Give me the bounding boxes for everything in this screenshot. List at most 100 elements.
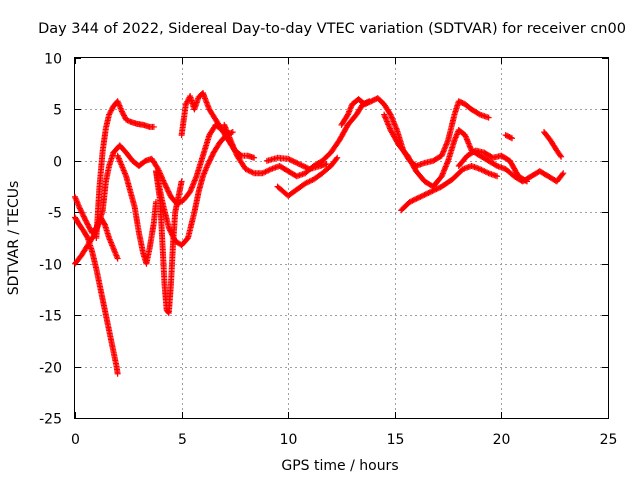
data-point	[101, 220, 108, 227]
x-tick-label: 5	[178, 432, 187, 448]
data-point	[494, 173, 501, 180]
data-point	[295, 160, 302, 167]
data-point	[286, 156, 293, 163]
data-point	[425, 190, 432, 196]
data-point	[560, 170, 567, 177]
data-point	[167, 228, 174, 235]
data-point	[77, 206, 84, 213]
data-point	[436, 184, 443, 191]
data-point	[170, 234, 177, 241]
x-tick-label: 20	[493, 432, 511, 448]
data-point	[434, 185, 441, 192]
data-point	[412, 196, 419, 203]
data-point	[291, 159, 298, 166]
data-point	[298, 162, 305, 169]
data-point	[169, 231, 176, 238]
data-point	[251, 154, 258, 161]
data-point	[418, 193, 425, 200]
data-point	[559, 171, 566, 178]
data-point	[76, 205, 83, 212]
data-point	[165, 224, 172, 231]
data-point	[162, 183, 169, 190]
data-point	[558, 153, 565, 160]
data-point	[293, 159, 300, 166]
data-point	[78, 209, 85, 216]
data-point	[299, 162, 306, 169]
y-tick-label: -15	[39, 309, 62, 325]
data-point	[114, 370, 121, 377]
data-point	[207, 156, 214, 163]
data-point	[485, 114, 492, 121]
data-point	[290, 158, 297, 165]
data-point	[114, 255, 121, 262]
data-point	[416, 194, 423, 201]
data-point	[421, 191, 428, 198]
y-tick-label: 5	[53, 103, 62, 119]
data-point	[420, 192, 427, 199]
data-point	[169, 232, 176, 239]
data-point	[208, 154, 215, 161]
data-point	[523, 178, 530, 185]
data-points	[72, 89, 567, 377]
data-point	[167, 227, 174, 234]
data-point	[297, 161, 304, 168]
data-point	[206, 157, 213, 164]
data-point	[429, 188, 436, 195]
data-point	[204, 161, 211, 168]
data-point	[432, 186, 439, 193]
data-point	[289, 157, 296, 164]
x-tick-label: 25	[600, 432, 618, 448]
data-point	[417, 193, 424, 200]
data-point	[475, 110, 482, 117]
data-point	[204, 163, 211, 169]
data-point	[205, 160, 212, 167]
chart-title: Day 344 of 2022, Sidereal Day-to-day VTE…	[38, 21, 626, 37]
x-axis-label: GPS time / hours	[281, 458, 398, 474]
data-point	[287, 157, 294, 164]
data-point	[78, 208, 85, 215]
y-axis-label: SDTVAR / TECUs	[6, 181, 22, 296]
data-point	[208, 153, 215, 160]
y-tick-label: -25	[39, 412, 62, 428]
data-point	[414, 195, 421, 202]
y-tick-label: 0	[53, 155, 62, 171]
y-tick-label: -20	[39, 361, 62, 377]
data-point	[334, 154, 341, 161]
data-point	[386, 110, 393, 117]
data-point	[303, 164, 310, 171]
y-tick-label: -5	[48, 206, 62, 222]
data-point	[166, 189, 173, 196]
data-point	[82, 216, 89, 223]
data-point	[410, 197, 417, 204]
data-point	[507, 134, 514, 141]
data-point	[76, 204, 83, 211]
data-point	[413, 195, 420, 202]
data-point	[522, 177, 529, 184]
x-axis-tick-labels: 0 5 10 15 20 25	[71, 432, 617, 448]
data-point	[406, 199, 413, 205]
data-point	[424, 190, 431, 197]
data-point	[170, 235, 177, 242]
data-point	[161, 180, 168, 187]
data-point	[428, 188, 435, 195]
data-point	[430, 187, 437, 194]
data-point	[166, 191, 173, 198]
data-point	[80, 213, 87, 220]
data-point	[81, 214, 88, 221]
axis-ticks	[75, 58, 609, 419]
data-point	[178, 178, 185, 185]
data-point	[323, 160, 330, 167]
data-point	[162, 181, 169, 188]
y-tick-label: -10	[39, 258, 62, 274]
data-point	[206, 158, 213, 165]
data-point	[209, 152, 216, 159]
data-point	[165, 188, 172, 195]
x-tick-label: 10	[280, 432, 298, 448]
data-point	[229, 129, 236, 136]
data-point	[80, 212, 87, 219]
x-tick-label: 0	[71, 432, 80, 448]
data-point	[433, 186, 440, 193]
data-point	[409, 197, 416, 204]
data-point	[557, 152, 564, 159]
data-point	[166, 226, 173, 233]
